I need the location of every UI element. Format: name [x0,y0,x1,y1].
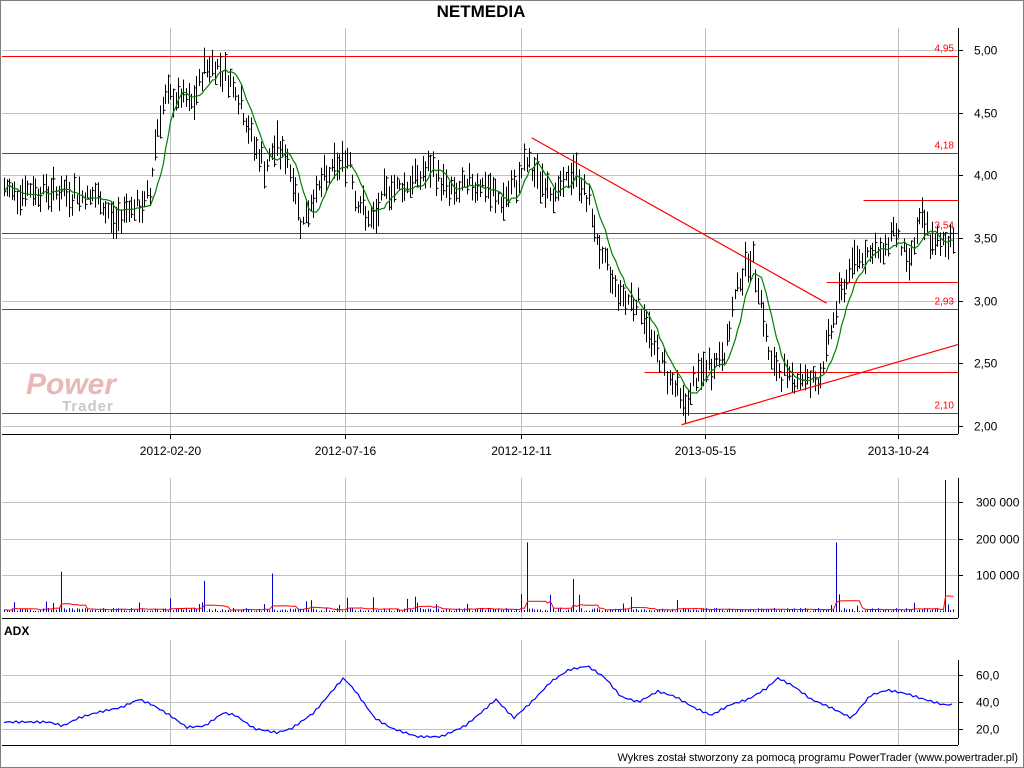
x-tick-label: 2012-02-20 [140,444,202,458]
level-label: 4,95 [935,44,955,55]
powertrader-logo: Power Trader [26,368,117,415]
trend-line [681,343,959,426]
x-tick-label: 2012-12-11 [491,444,552,458]
y-tick-label: 300 000 [976,496,1020,510]
y-tick-label: 100 000 [976,569,1020,583]
y-tick-label: 3,50 [974,232,998,246]
trend-lines [531,137,959,426]
adx-line [3,665,953,739]
y-tick-label: 4,00 [974,169,998,183]
level-label: 3,54 [935,221,955,232]
y-tick-label: 200 000 [976,533,1020,547]
y-tick-label: 4,50 [974,107,998,121]
adx-panel-label: ADX [4,624,30,638]
level-label: 2,10 [935,401,955,412]
y-tick-label: 20,0 [976,723,1000,737]
x-tick-label: 2013-05-15 [675,444,737,458]
y-tick-label: 60,0 [976,669,1000,683]
trend-line [531,137,827,304]
logo-word-trader: Trader [62,398,114,415]
footer-credit: Wykres został stworzony za pomocą progra… [617,752,1018,764]
y-tick-label: 3,00 [974,295,998,309]
price-bars [4,47,956,424]
volume-average-line [4,595,954,611]
moving-average [3,68,954,394]
y-tick-label: 2,50 [974,357,998,371]
adx-series [3,665,953,739]
volume-bars [4,480,954,612]
level-label: 2,93 [935,297,955,308]
y-tick-label: 2,00 [974,420,998,434]
x-tick-label: 2012-07-16 [315,444,377,458]
moving-average-line [3,68,954,394]
grid-lines [2,28,958,745]
y-tick-label: 5,00 [974,44,998,58]
y-tick-label: 40,0 [976,696,1000,710]
axis-labels: 2012-02-20 2012-07-16 2012-12-11 2013-05-15… [140,44,1020,737]
x-tick-label: 2013-10-24 [868,444,930,458]
price-levels: 4,95 4,18 3,54 2,93 2,10 [2,44,958,414]
logo-word-power: Power [26,368,117,401]
chart-title: NETMEDIA [436,2,526,21]
level-label: 4,18 [935,141,955,152]
